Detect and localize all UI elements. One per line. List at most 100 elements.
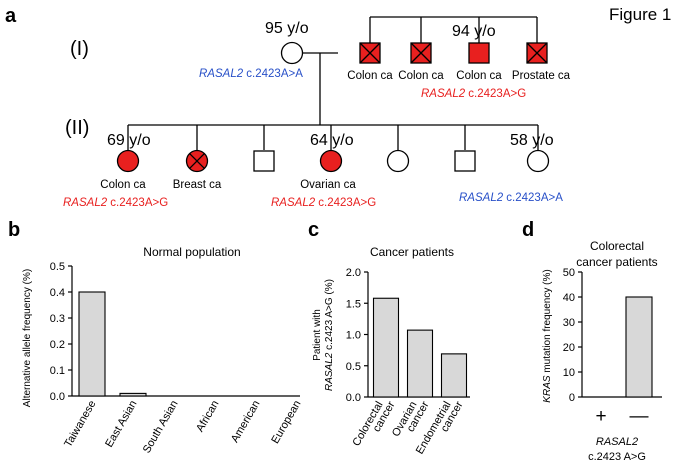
panel-d-ylabel-rest: mutation frequency (%) — [542, 269, 553, 375]
panel-d-xlabels: + — — [595, 406, 648, 427]
panel-b-chart: b Normal population Alternative allele f… — [8, 219, 304, 455]
child-4-symbol — [319, 149, 343, 173]
y-tick-label: 50 — [563, 267, 575, 279]
siblings-variant-gene: RASAL2 — [421, 88, 466, 100]
child-2-symbol — [185, 149, 209, 173]
panel-b-yticks: 0.0 0.1 0.2 0.3 0.4 0.5 — [50, 261, 72, 403]
child-4-age: 64 y/o — [310, 132, 354, 149]
panel-d-yticks: 0 10 20 30 40 50 — [563, 267, 582, 404]
x-tick-label: African — [194, 399, 222, 435]
child-1-variant: RASAL2 c.2423A>G — [63, 197, 168, 209]
sibling-1-symbol — [359, 42, 381, 64]
panel-d-ylabel-gene: KRAS — [542, 375, 553, 403]
child-7-age: 58 y/o — [510, 132, 554, 149]
y-tick-label: 40 — [563, 292, 575, 304]
child-5-symbol — [386, 149, 410, 173]
panel-c-xlabels: ColorectalcancerOvariancancerEndometrial… — [350, 399, 465, 456]
y-tick-label: 2.0 — [346, 267, 361, 279]
y-tick-label: 0 — [569, 392, 575, 404]
panel-b-letter: b — [8, 219, 20, 241]
x-tick-label: Taiwanese — [62, 399, 98, 450]
generation-2-label: (II) — [65, 117, 89, 139]
sibling-1-label: Colon ca — [347, 70, 393, 82]
panel-c-chart: c Cancer patients Patient with RASAL2 c.… — [308, 219, 470, 456]
panel-b-xlabels: Taiwanese East Asian South Asian African Ame… — [62, 399, 303, 456]
sibling-3-label: Colon ca — [456, 70, 502, 82]
child-1-variant-gene: RASAL2 — [63, 197, 108, 209]
x-tick-label: + — [595, 406, 606, 427]
y-tick-label: 0.5 — [346, 361, 361, 373]
child-1-symbol — [116, 149, 140, 173]
panel-d-letter: d — [522, 219, 534, 241]
bar — [406, 329, 434, 398]
panel-c-bars — [372, 297, 468, 398]
siblings-variant-change: c.2423A>G — [465, 88, 526, 100]
figure-title: Figure 1 — [609, 5, 671, 24]
panel-d-bars — [625, 296, 653, 398]
panel-d-chart: d Colorectal cancer patients KRAS mutati… — [522, 219, 662, 463]
y-tick-label: 0.2 — [50, 339, 65, 351]
pedigree-mother — [280, 41, 304, 65]
bar — [119, 392, 147, 397]
generation-1-label: (I) — [70, 38, 89, 60]
mother-variant: RASAL2 c.2423A>A — [199, 68, 303, 80]
panel-d-title-line2: cancer patients — [576, 255, 657, 269]
y-tick-label: 1.0 — [346, 330, 361, 342]
panel-d-xlabel-line1: RASAL2 — [596, 436, 638, 448]
y-tick-label: 0.0 — [346, 392, 361, 404]
sibling-4-label: Prostate ca — [512, 70, 571, 82]
panel-c-ylabel-line1: Patient with — [312, 309, 323, 361]
panel-c-yticks: 0.0 0.5 1.0 1.5 2.0 — [346, 267, 368, 404]
female-unaffected-symbol — [280, 41, 304, 65]
sibling-4-symbol — [526, 42, 548, 64]
mother-age: 95 y/o — [265, 20, 309, 37]
child-4-variant-change: c.2423A>G — [315, 197, 376, 209]
sibling-2-label: Colon ca — [398, 70, 444, 82]
panel-d-ylabel: KRAS mutation frequency (%) — [542, 269, 553, 402]
sibling-3-age: 94 y/o — [452, 23, 496, 40]
child-4-variant: RASAL2 c.2423A>G — [271, 197, 376, 209]
mother-variant-gene: RASAL2 — [199, 68, 244, 80]
child-4-label: Ovarian ca — [300, 179, 356, 191]
panel-a-letter: a — [5, 5, 17, 27]
y-tick-label: 0.4 — [50, 287, 65, 299]
panel-c-ylabel-gene: RASAL2 — [324, 352, 335, 391]
child-2-label: Breast ca — [173, 179, 222, 191]
child-7-variant-change: c.2423A>A — [503, 192, 563, 204]
panel-a-pedigree: a (I) (II) 95 y/o RASAL2 c.2423A> — [5, 5, 571, 209]
child-7-symbol — [526, 149, 550, 173]
y-tick-label: 10 — [563, 367, 575, 379]
x-tick-label: East Asian — [103, 399, 139, 450]
child-1-variant-change: c.2423A>G — [107, 197, 168, 209]
child-6-symbol — [454, 150, 476, 172]
x-tick-label: — — [630, 406, 649, 427]
child-4-variant-gene: RASAL2 — [271, 197, 316, 209]
panel-c-title: Cancer patients — [370, 245, 454, 259]
siblings-variant: RASAL2 c.2423A>G — [421, 88, 526, 100]
child-3-symbol — [253, 150, 275, 172]
child-7-variant-gene: RASAL2 — [459, 192, 504, 204]
panel-d-title-line1: Colorectal — [590, 239, 644, 253]
x-tick-label: South Asian — [141, 399, 181, 456]
bar — [78, 291, 106, 397]
panel-c-letter: c — [308, 219, 319, 241]
panel-b-bars — [78, 291, 147, 397]
y-tick-label: 0.5 — [50, 261, 65, 273]
child-7-variant: RASAL2 c.2423A>A — [459, 192, 563, 204]
panel-c-ylabel-line2: RASAL2 c.2423 A>G (%) — [324, 279, 335, 391]
x-tick-label: American — [229, 399, 263, 445]
child-1-age: 69 y/o — [107, 132, 151, 149]
panel-b-title: Normal population — [143, 245, 240, 259]
panel-d-xlabel-line2: c.2423 A>G — [588, 451, 646, 463]
pedigree-lines — [127, 16, 539, 150]
child-1-label: Colon ca — [100, 179, 146, 191]
panel-b-ylabel: Alternative allele frequency (%) — [22, 269, 33, 407]
panel-b-axes — [71, 266, 300, 397]
mother-variant-change: c.2423A>A — [243, 68, 303, 80]
panel-c-ylabel-rest: c.2423 A>G (%) — [324, 279, 335, 353]
y-tick-label: 0.1 — [50, 365, 65, 377]
y-tick-label: 0.3 — [50, 313, 65, 325]
y-tick-label: 20 — [563, 342, 575, 354]
bar — [440, 353, 468, 398]
